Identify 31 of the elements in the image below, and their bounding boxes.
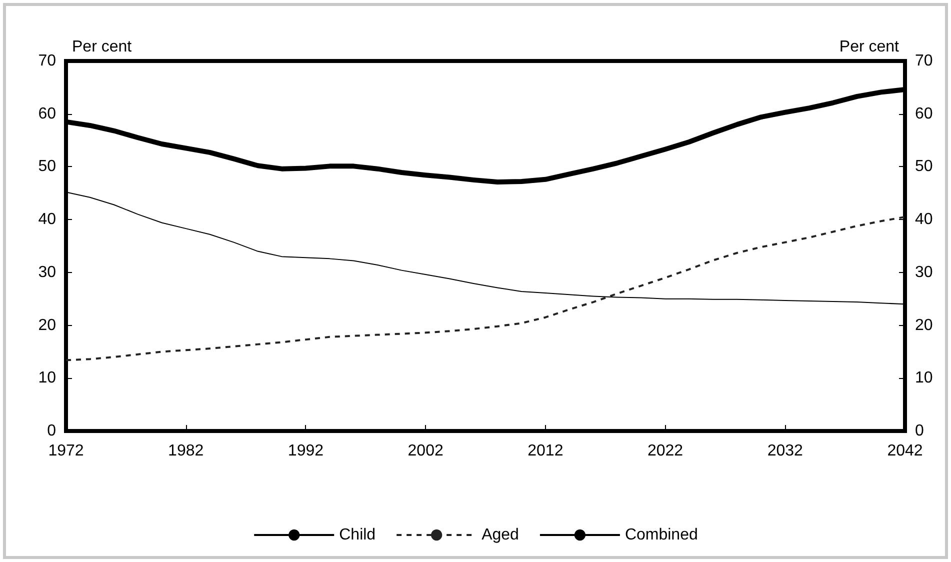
y2-tick-label: 10 [915, 370, 933, 387]
y-tick-label: 20 [38, 316, 56, 334]
line-series [66, 192, 906, 305]
x-tick-label: 1982 [168, 442, 204, 460]
y2-tick-label: 70 [915, 52, 933, 70]
y-tick-label: 0 [47, 422, 56, 440]
y-tick-label: 10 [38, 370, 56, 387]
x-tick-label: 2002 [408, 442, 444, 460]
y-tick-label: 70 [38, 52, 56, 70]
line-series [65, 216, 906, 362]
y-tick-label: 60 [38, 105, 56, 122]
y-tick-label: 30 [38, 264, 56, 281]
y-axis-title: Per cent [72, 38, 132, 56]
x-tick-label: 2022 [647, 442, 684, 460]
legend-label: Aged [482, 526, 519, 544]
y2-tick-label: 30 [915, 264, 933, 281]
legend-label: Combined [624, 526, 698, 544]
legend-label: Child [339, 526, 376, 544]
x-tick-label: 2042 [887, 442, 923, 460]
y-tick-label: 50 [38, 158, 56, 176]
y2-axis-title: Per cent [839, 38, 900, 56]
x-tick-label: 1992 [288, 442, 324, 460]
y2-tick-label: 60 [915, 105, 933, 122]
y-tick-label: 40 [38, 211, 56, 228]
x-tick-label: 2032 [767, 442, 804, 460]
y2-tick-label: 20 [915, 316, 933, 334]
x-tick-label: 2012 [528, 442, 564, 460]
y2-tick-label: 40 [915, 211, 933, 228]
y2-tick-label: 0 [915, 422, 924, 440]
y2-tick-label: 50 [915, 158, 933, 176]
x-tick-label: 1972 [48, 442, 84, 460]
